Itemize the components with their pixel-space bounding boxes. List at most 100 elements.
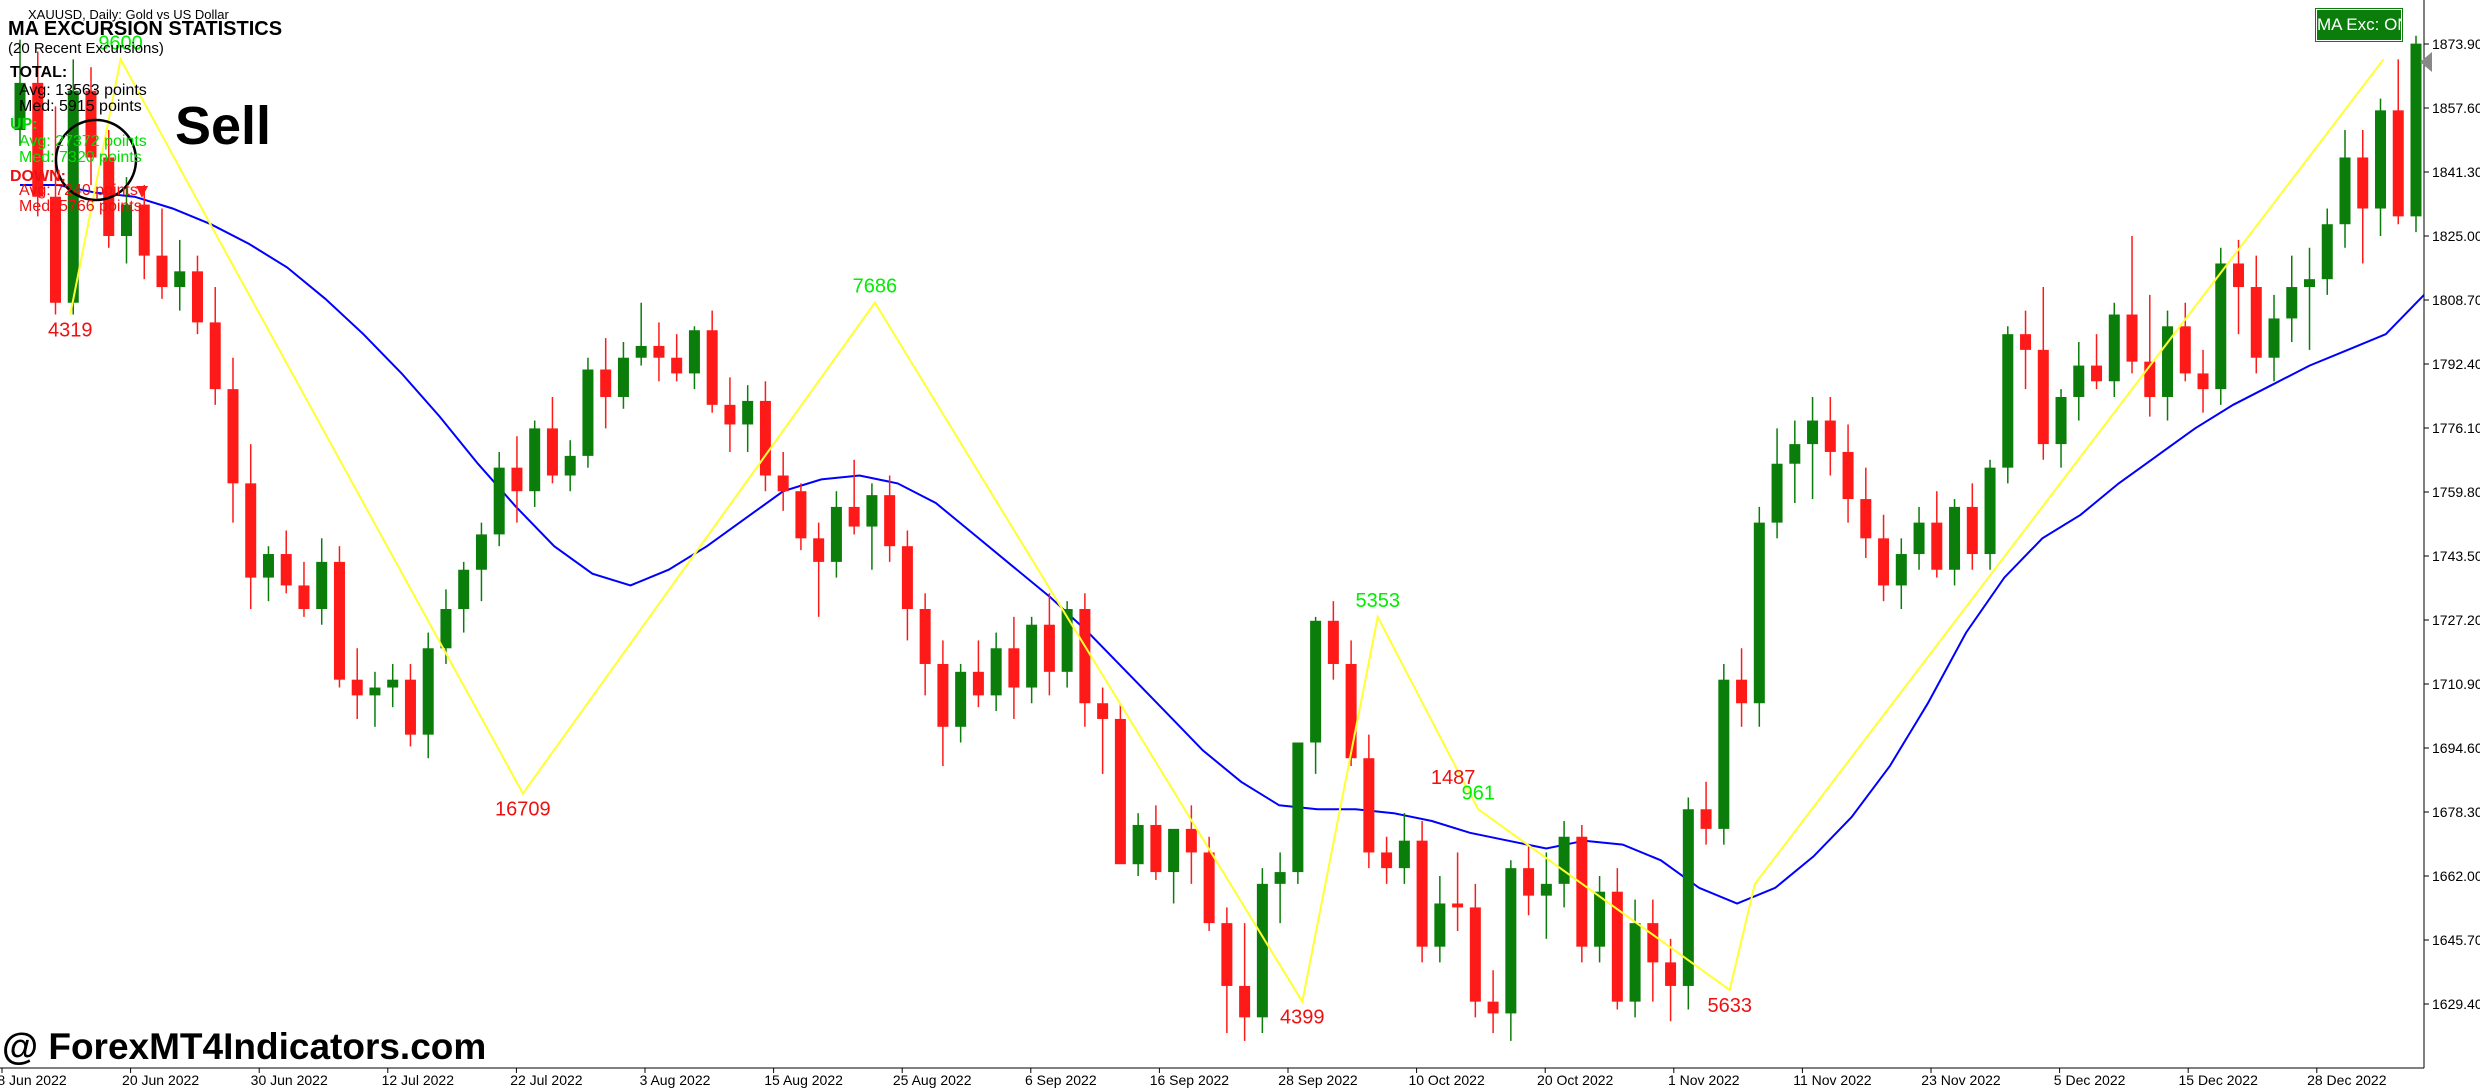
- price-tick-label: 1792.40: [2432, 356, 2480, 372]
- candle-body: [1434, 903, 1446, 947]
- candle-body: [582, 369, 594, 456]
- candle-body: [262, 554, 274, 578]
- candle-body: [937, 663, 949, 727]
- candle-body: [742, 400, 754, 425]
- candle-body: [1753, 522, 1765, 704]
- candle-body: [351, 679, 363, 696]
- candle-body: [1043, 624, 1055, 672]
- candle-body: [1647, 923, 1659, 963]
- candle-body: [1398, 840, 1410, 869]
- date-tick-label: 3 Aug 2022: [640, 1072, 711, 1088]
- candle-body: [884, 495, 896, 547]
- chart-shift-icon: [2420, 52, 2432, 72]
- candle-body: [2179, 326, 2191, 374]
- candle-body: [138, 204, 150, 256]
- date-tick-label: 10 Oct 2022: [1408, 1072, 1484, 1088]
- candle-body: [1274, 872, 1286, 884]
- stats-total-avg: Avg: 13563 points: [19, 82, 147, 99]
- zigzag-line: [69, 56, 2385, 1005]
- price-tick-label: 1857.60: [2432, 100, 2480, 116]
- candle-body: [2037, 349, 2049, 445]
- candle-body: [120, 204, 132, 236]
- stats-up-med: Med: 7320 points: [19, 149, 142, 166]
- candle-body: [1949, 506, 1961, 570]
- candle-body: [1310, 620, 1322, 743]
- date-tick-label: 22 Jul 2022: [510, 1072, 583, 1088]
- date-tick-label: 28 Sep 2022: [1278, 1072, 1358, 1088]
- candle-body: [191, 271, 203, 323]
- candle-body: [316, 561, 328, 610]
- date-tick-label: 6 Sep 2022: [1025, 1072, 1097, 1088]
- candle-body: [919, 609, 931, 664]
- candle-body: [1665, 962, 1677, 986]
- stats-total-label: TOTAL:: [10, 64, 68, 81]
- date-tick-label: 30 Jun 2022: [251, 1072, 328, 1088]
- candle-body: [67, 90, 79, 303]
- date-tick-label: 16 Sep 2022: [1150, 1072, 1230, 1088]
- price-tick-label: 1841.30: [2432, 164, 2480, 180]
- candle-body: [32, 82, 44, 197]
- stats-down-label: DOWN:: [10, 168, 66, 185]
- candle-body: [2055, 396, 2067, 445]
- ma-excursion-toggle-button[interactable]: MA Exc: ON: [2316, 9, 2402, 41]
- price-tick-label: 1808.70: [2432, 292, 2480, 308]
- date-tick-label: 1 Nov 2022: [1668, 1072, 1740, 1088]
- swing-label: 4399: [1280, 1007, 1325, 1029]
- stats-up-label: UP:: [10, 116, 38, 133]
- candle-body: [1931, 522, 1943, 570]
- candle-body: [1611, 891, 1623, 1002]
- date-tick-label: 20 Jun 2022: [122, 1072, 199, 1088]
- candle-body: [1026, 624, 1038, 688]
- candle-body: [2304, 279, 2316, 288]
- candle-body: [1061, 609, 1073, 672]
- stats-total-med: Med: 5915 points: [19, 98, 142, 115]
- candle-body: [2108, 314, 2120, 382]
- swing-label: 7686: [853, 276, 898, 298]
- candle-body: [1381, 852, 1393, 869]
- candle-body: [653, 345, 665, 358]
- date-tick-label: 11 Nov 2022: [1793, 1072, 1872, 1088]
- candle-body: [1576, 836, 1588, 947]
- candle-body: [2357, 157, 2369, 209]
- candle-body: [1523, 868, 1535, 896]
- candle-body: [2162, 326, 2174, 397]
- candle-body: [2375, 110, 2387, 209]
- candle-body: [2091, 365, 2103, 382]
- candle-body: [1718, 679, 1730, 829]
- candle-body: [688, 330, 700, 374]
- candle-body: [2286, 287, 2298, 319]
- candle-body: [972, 671, 984, 696]
- candle-body: [600, 369, 612, 397]
- candle-body: [156, 255, 168, 288]
- candle-body: [2197, 373, 2209, 390]
- candle-body: [2144, 361, 2156, 397]
- candle-body: [174, 271, 186, 288]
- candle-body: [1221, 923, 1233, 986]
- candle-body: [1540, 883, 1552, 896]
- candle-body: [369, 687, 381, 696]
- candle-body: [2126, 314, 2138, 362]
- candle-body: [1416, 840, 1428, 947]
- candle-body: [1860, 499, 1872, 539]
- date-tick-label: 20 Oct 2022: [1537, 1072, 1613, 1088]
- date-tick-label: 12 Jul 2022: [382, 1072, 455, 1088]
- candle-body: [1079, 609, 1091, 704]
- candle-body: [813, 538, 825, 562]
- candle-body: [2233, 263, 2245, 288]
- candle-body: [1239, 985, 1251, 1018]
- candle-body: [422, 648, 434, 735]
- candle-body: [2321, 224, 2333, 280]
- candle-body: [546, 428, 558, 476]
- price-tick-label: 1629.40: [2432, 996, 2480, 1012]
- candle-body: [1452, 903, 1464, 908]
- candle-body: [777, 475, 789, 492]
- candle-body: [2392, 110, 2404, 217]
- price-tick-label: 1743.50: [2432, 548, 2480, 564]
- candle-body: [387, 679, 399, 688]
- moving-average-line: [20, 184, 2425, 905]
- candle-body: [2268, 318, 2280, 358]
- candle-body: [280, 554, 292, 586]
- candle-body: [1895, 554, 1907, 586]
